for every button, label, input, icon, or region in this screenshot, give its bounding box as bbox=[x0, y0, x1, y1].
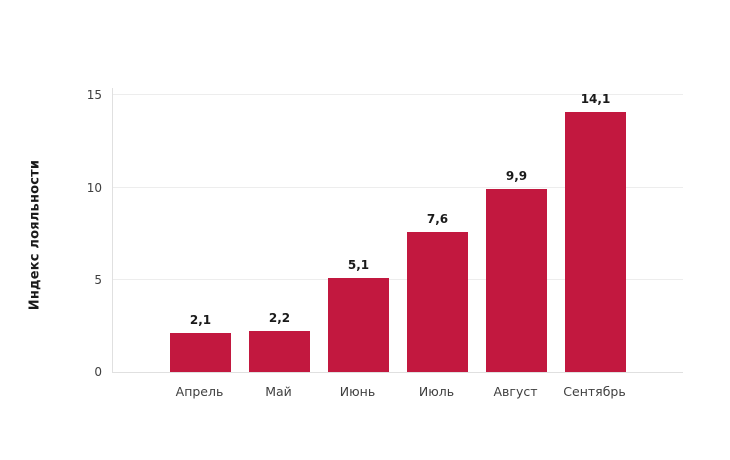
bar bbox=[249, 331, 310, 372]
y-tick-label-10: 10 bbox=[86, 180, 102, 195]
bar-group-5: 9,9 bbox=[486, 88, 547, 372]
bar-value-label: 7,6 bbox=[426, 211, 449, 226]
bar-group-4: 7,6 bbox=[407, 88, 468, 372]
bar-group-6: 14,1 bbox=[565, 88, 626, 372]
bar bbox=[407, 231, 468, 372]
y-tick-label-0: 0 bbox=[94, 365, 102, 379]
gridline-y-15 bbox=[113, 94, 683, 96]
x-tick-label-6: Сентябрь bbox=[563, 384, 626, 399]
x-tick-label-2: Май bbox=[265, 384, 292, 399]
gridline-y-10 bbox=[113, 186, 683, 188]
bar-group-2: 2,2 bbox=[249, 88, 310, 372]
bar-value-label: 2,2 bbox=[268, 311, 291, 326]
bar-value-label: 2,1 bbox=[189, 313, 212, 328]
bar-group-3: 5,1 bbox=[328, 88, 389, 372]
gridline-y-5 bbox=[113, 278, 683, 280]
y-tick-label-5: 5 bbox=[94, 272, 102, 287]
bar-value-label: 5,1 bbox=[347, 257, 370, 272]
bar bbox=[170, 333, 231, 372]
bar bbox=[565, 111, 626, 372]
bar-group-1: 2,1 bbox=[170, 88, 231, 372]
x-tick-label-1: Апрель bbox=[175, 384, 224, 399]
y-tick-label-15: 15 bbox=[86, 88, 102, 103]
bar bbox=[328, 277, 389, 372]
y-axis-ticks: 0 5 10 15 bbox=[0, 88, 102, 379]
bar-value-label: 9,9 bbox=[505, 169, 528, 184]
bars-layer: 2,1 2,2 5,1 7,6 9,9 14,1 bbox=[113, 88, 683, 372]
plot-area: 2,1 2,2 5,1 7,6 9,9 14,1 bbox=[112, 88, 683, 373]
x-tick-label-4: Июль bbox=[418, 384, 455, 399]
x-tick-label-5: Август bbox=[493, 384, 538, 399]
x-tick-label-3: Июнь bbox=[339, 384, 376, 399]
bar-value-label: 14,1 bbox=[580, 91, 611, 106]
bar bbox=[486, 189, 547, 372]
x-axis-labels: Апрель Май Июнь Июль Август Сентябрь bbox=[112, 384, 682, 399]
